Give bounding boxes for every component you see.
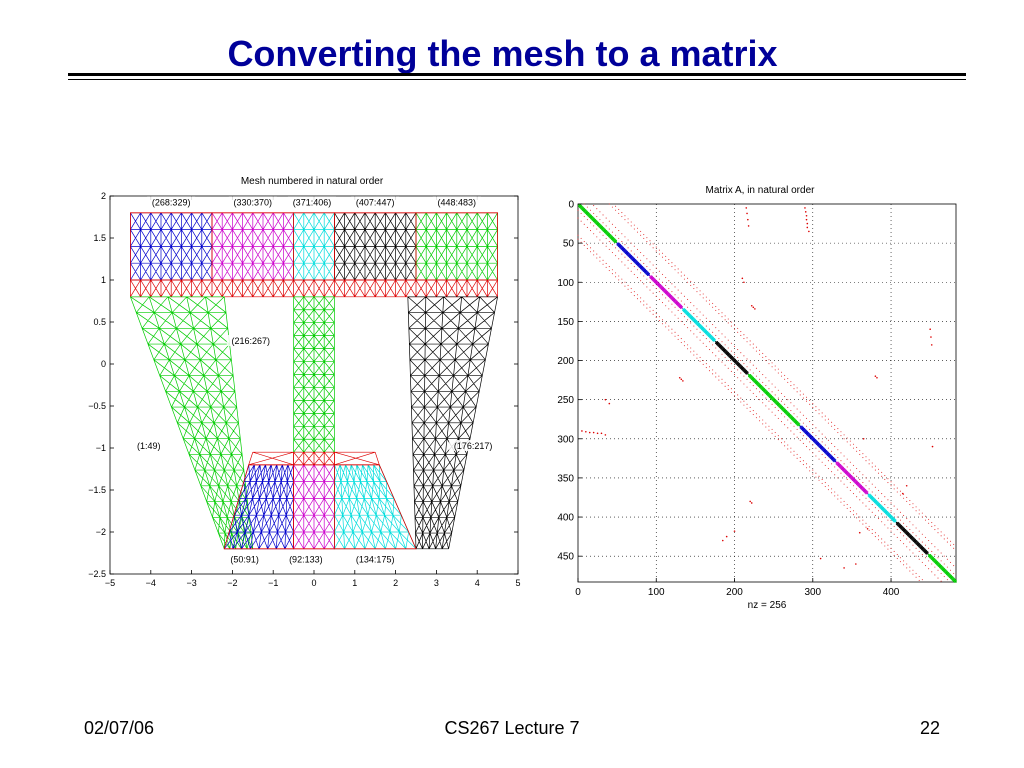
spy-x-tick-label: 400 <box>883 587 900 598</box>
mesh-plot: Mesh numbered in natural order −5 −4 −3 −2 −… <box>88 176 520 588</box>
spy-diagonal-block <box>867 493 897 523</box>
spy-x-tick-label: 200 <box>726 587 743 598</box>
spy-diagonal-block <box>895 521 929 555</box>
spy-y-tick-label: 300 <box>557 434 574 445</box>
spy-x-tick-label: 0 <box>575 587 581 598</box>
footer-course: CS267 Lecture 7 <box>444 718 580 738</box>
spy-x-tick-label: 100 <box>648 587 665 598</box>
mesh-block-magenta-bottom <box>293 464 335 550</box>
spy-diagonal-block <box>578 204 618 244</box>
mesh-x-tick-label: −2 <box>227 578 237 588</box>
mesh-strip-red-center <box>293 451 335 466</box>
mesh-x-tick-label: 2 <box>393 578 398 588</box>
mesh-y-tick-label: 1 <box>101 275 106 285</box>
spy-y-tick-label: 350 <box>557 473 574 484</box>
spy-xlabel: nz = 256 <box>748 600 787 610</box>
mesh-block-blue-top <box>130 212 213 281</box>
matrix-spy-plot: Matrix A, in natural order 0 100 200 300 400… <box>557 185 957 611</box>
mesh-region-label: (268:329) <box>152 197 191 207</box>
footer-page-number: 22 <box>919 718 940 738</box>
mesh-region-label: (216:267) <box>231 336 270 346</box>
mesh-x-tick-label: 5 <box>515 578 520 588</box>
mesh-strip-red-top <box>130 279 498 298</box>
mesh-block-green-top <box>415 212 498 281</box>
mesh-region-label: (1:49) <box>137 441 161 451</box>
mesh-y-tick-label: 1.5 <box>93 233 106 243</box>
spy-diagonal-block <box>649 275 683 309</box>
spy-nonzeros <box>577 203 957 583</box>
spy-y-tick-label: 200 <box>557 356 574 367</box>
spy-y-tick-label: 400 <box>557 513 574 524</box>
mesh-block-black-top <box>334 212 417 281</box>
mesh-figure: Mesh numbered in natural order −5 −4 −3 −2 −… <box>80 168 528 598</box>
spy-offdiag-points <box>581 207 934 569</box>
mesh-region-labels: (268:329) (330:370) (371:406) (407:447) (448… <box>124 196 498 565</box>
mesh-x-tick-label: −4 <box>146 578 156 588</box>
spy-y-tick-label: 0 <box>568 200 574 211</box>
mesh-block-magenta-top <box>211 212 294 281</box>
spy-diagonal-block <box>835 461 869 495</box>
spy-diagonal-block <box>715 341 749 375</box>
mesh-x-tick-label: 1 <box>352 578 357 588</box>
mesh-y-tick-label: 0 <box>101 359 106 369</box>
spy-diagonal-block <box>799 425 837 463</box>
mesh-region-label: (134:175) <box>356 554 395 564</box>
mesh-y-tick-label: −1 <box>96 443 106 453</box>
spy-y-tick-label: 100 <box>557 278 574 289</box>
spy-diagonal-block <box>928 554 957 583</box>
spy-diagonal-block <box>748 374 801 427</box>
title-rule <box>68 73 966 76</box>
spy-y-tick-label: 50 <box>563 239 575 250</box>
spy-axes: 0 100 200 300 400 0 50 100 150 200 250 300 350 400 450 <box>557 200 900 599</box>
slide-title: Converting the mesh to a matrix <box>227 33 778 74</box>
mesh-block-cyan-top <box>293 212 335 281</box>
mesh-region-label: (50:91) <box>230 554 259 564</box>
matrix-spy-figure: Matrix A, in natural order 0 100 200 300 400… <box>540 178 964 611</box>
mesh-block-cyan-bottom <box>334 464 417 550</box>
mesh-plot-title: Mesh numbered in natural order <box>241 176 384 187</box>
spy-y-tick-label: 250 <box>557 395 574 406</box>
mesh-region-label: (371:406) <box>293 197 332 207</box>
spy-plot-title: Matrix A, in natural order <box>706 185 816 196</box>
mesh-y-tick-label: −2 <box>96 527 106 537</box>
mesh-x-tick-label: 0 <box>311 578 316 588</box>
mesh-y-tick-label: 2 <box>101 191 106 201</box>
mesh-edge-red-br <box>334 451 380 466</box>
spy-offdiag-band <box>577 203 955 582</box>
footer-date: 02/07/06 <box>84 718 155 738</box>
title-rule-thin <box>68 79 966 80</box>
mesh-region-label: (176:217) <box>454 441 493 451</box>
mesh-y-tick-label: 0.5 <box>93 317 106 327</box>
mesh-x-tick-label: −5 <box>105 578 115 588</box>
mesh-region-label: (330:370) <box>234 197 273 207</box>
mesh-leg-black-right <box>407 296 498 550</box>
spy-y-tick-label: 150 <box>557 317 574 328</box>
mesh-leg-green-left <box>130 296 254 550</box>
mesh-y-tick-label: −2.5 <box>88 569 106 579</box>
mesh-y-tick-label: −0.5 <box>88 401 106 411</box>
mesh-elements <box>130 212 498 550</box>
mesh-y-tick-label: −1.5 <box>88 485 106 495</box>
mesh-x-tick-label: −1 <box>268 578 278 588</box>
spy-diagonal-block <box>616 242 650 276</box>
mesh-x-tick-label: 4 <box>475 578 480 588</box>
mesh-x-tick-label: 3 <box>434 578 439 588</box>
mesh-region-label: (92:133) <box>289 554 323 564</box>
spy-x-tick-label: 300 <box>804 587 821 598</box>
spy-y-tick-label: 450 <box>557 552 574 563</box>
mesh-column-green-center <box>293 296 335 453</box>
spy-diagonal-block <box>682 308 716 342</box>
mesh-x-tick-label: −3 <box>186 578 196 588</box>
mesh-region-label: (407:447) <box>356 197 395 207</box>
mesh-region-label: (448:483) <box>438 197 477 207</box>
mesh-edge-red-bl <box>248 451 294 466</box>
